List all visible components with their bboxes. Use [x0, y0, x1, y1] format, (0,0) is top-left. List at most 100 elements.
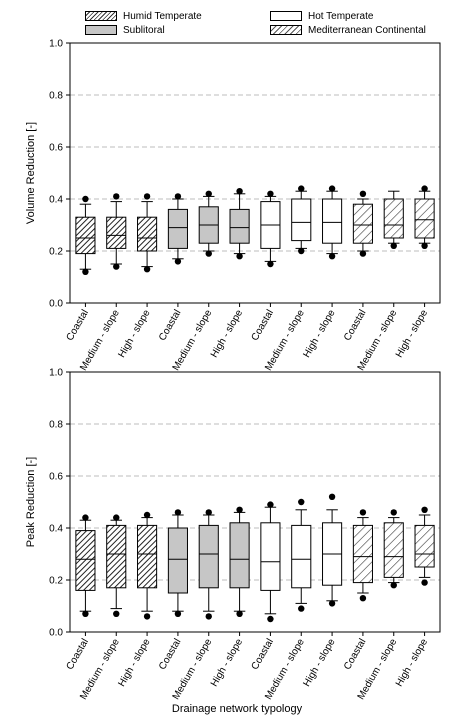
box-iqr	[229, 208, 250, 244]
chart-panel-1: 0.0 0.2 0.4 0.6 0.8 1.0 Volume Reduction [-] Co…	[25, 39, 441, 373]
outlier-point	[236, 188, 243, 195]
outlier-point	[328, 493, 336, 500]
legend-swatch-sublitoral	[85, 25, 117, 35]
box-5	[198, 509, 219, 620]
outlier-point	[267, 190, 274, 197]
box-3	[137, 193, 158, 273]
x-tick-label: High - slope	[301, 637, 337, 689]
box-4	[167, 193, 188, 265]
x-tick-label: High - slope	[209, 308, 245, 360]
box-2	[106, 193, 127, 270]
outlier-point	[267, 615, 274, 623]
y-tick-label: 1.0	[49, 39, 63, 50]
box-iqr	[383, 198, 404, 239]
plot-frame	[69, 371, 441, 633]
outlier-point	[205, 509, 212, 516]
outlier-point	[113, 610, 120, 617]
box-iqr	[106, 216, 127, 249]
box-12	[414, 185, 435, 249]
outlier-point	[113, 514, 120, 521]
legend-swatch-mediterranean-continental	[270, 25, 302, 35]
outlier-point	[143, 266, 151, 273]
outlier-point	[390, 509, 397, 516]
box-5	[198, 190, 219, 257]
outlier-point	[328, 253, 336, 260]
legend-item-sublitoral: Sublitoral	[85, 24, 165, 36]
outlier-point	[421, 579, 428, 586]
legend-item-mediterranean-continental: Mediterranean Continental	[270, 24, 426, 36]
box-8	[291, 185, 312, 255]
outlier-point	[205, 190, 212, 197]
legend-label-hot-temperate: Hot Temperate	[308, 10, 374, 22]
box-1	[75, 514, 96, 617]
box-11	[383, 190, 404, 249]
outlier-point	[359, 509, 367, 516]
outlier-point	[267, 260, 274, 268]
x-tick-label: Coastal	[342, 637, 368, 672]
box-iqr	[322, 198, 343, 244]
y-tick-label: 0.2	[49, 247, 63, 258]
outlier-point	[298, 605, 305, 612]
legend-item-hot-temperate: Hot Temperate	[270, 10, 373, 22]
outlier-point	[328, 600, 336, 607]
y-tick-label: 0.4	[49, 524, 63, 535]
y-tick-label: 1.0	[49, 368, 63, 379]
x-tick-label: High - slope	[394, 308, 430, 360]
outlier-point	[421, 506, 428, 513]
x-axis-label: Drainage network typology	[171, 703, 303, 715]
box-7	[260, 190, 281, 268]
legend-label-humid-temperate: Humid Temperate	[123, 10, 202, 22]
x-tick-label: High - slope	[116, 308, 152, 360]
box-iqr	[414, 524, 435, 568]
x-tick-label: High - slope	[116, 637, 152, 689]
box-iqr	[75, 530, 96, 591]
outlier-point	[390, 582, 397, 589]
outlier-point	[390, 242, 397, 249]
box-iqr	[229, 522, 250, 589]
x-tick-label: Coastal	[65, 308, 91, 343]
legend-swatch-humid-temperate	[85, 11, 117, 21]
box-iqr	[137, 524, 158, 589]
box-iqr	[352, 524, 373, 584]
box-12	[414, 506, 435, 586]
box-4	[167, 509, 188, 617]
box-iqr	[137, 216, 158, 252]
outlier-point	[143, 193, 151, 200]
box-1	[75, 195, 96, 275]
box-iqr	[383, 522, 404, 578]
outlier-point	[82, 514, 89, 521]
outlier-point	[143, 613, 151, 620]
y-tick-label: 0.0	[49, 299, 63, 310]
outlier-point	[359, 250, 367, 257]
outlier-point	[298, 498, 305, 506]
outlier-point	[174, 258, 182, 265]
outlier-point	[298, 247, 305, 255]
outlier-point	[359, 595, 367, 602]
x-tick-label: Coastal	[65, 637, 91, 672]
outlier-point	[82, 195, 89, 203]
chart-panel-2: 0.0 0.2 0.4 0.6 0.8 1.0 Peak Reduction [-] Coas…	[25, 368, 441, 702]
legend-item-humid-temperate: Humid Temperate	[85, 10, 202, 22]
x-tick-label: High - slope	[209, 637, 245, 689]
legend: Humid Temperate Sublitoral Hot Temperate…	[0, 6, 474, 42]
y-axis-label: Volume Reduction [-]	[25, 122, 37, 224]
outlier-point	[143, 511, 151, 519]
y-tick-label: 0.2	[49, 576, 63, 587]
outlier-point	[421, 185, 428, 192]
outlier-point	[236, 610, 243, 617]
outlier-point	[82, 610, 89, 617]
box-2	[106, 514, 127, 617]
box-iqr	[75, 216, 96, 255]
box-iqr	[414, 198, 435, 239]
legend-label-mediterranean-continental: Mediterranean Continental	[308, 24, 426, 36]
box-7	[260, 501, 281, 623]
y-tick-label: 0.4	[49, 195, 63, 206]
x-tick-label: Coastal	[250, 308, 276, 343]
outlier-point	[174, 610, 182, 617]
box-10	[352, 509, 373, 602]
outlier-point	[267, 501, 274, 508]
y-axis-label: Peak Reduction [-]	[25, 457, 37, 548]
box-9	[322, 493, 343, 607]
